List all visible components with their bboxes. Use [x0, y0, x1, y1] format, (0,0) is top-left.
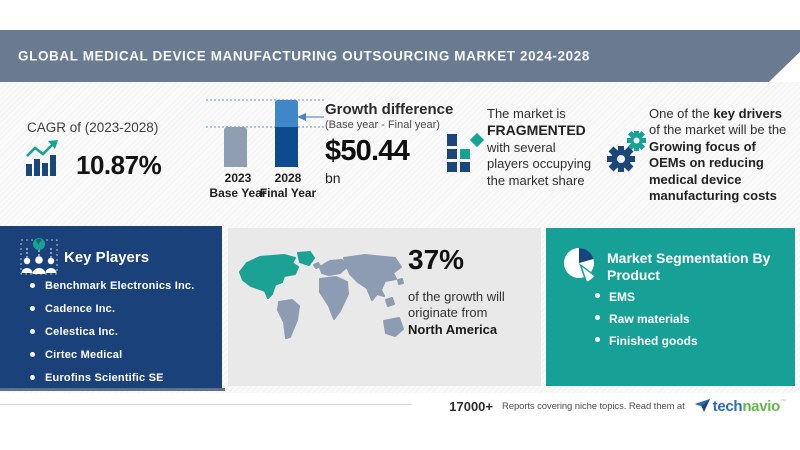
fragmented-highlight: FRAGMENTED	[487, 122, 586, 139]
growth-difference-value: $50.44	[325, 135, 410, 167]
technavio-arrow-icon	[694, 399, 710, 412]
region-text: of the growth will originate from North …	[408, 289, 505, 338]
region-value: 37%	[408, 244, 465, 275]
bar-2028-caption: Final Year	[259, 186, 317, 200]
fragmented-text: The market is FRAGMENTED with several pl…	[487, 106, 595, 189]
key-player-item: Benchmark Electronics Inc.	[30, 280, 194, 292]
growth-difference-block: Growth difference (Base year - Final yea…	[325, 101, 453, 186]
segmentation-list: EMS Raw materials Finished goods	[595, 290, 698, 356]
key-player-item: Celestica Inc.	[30, 326, 194, 338]
bar-2028	[275, 100, 298, 167]
technavio-logo: tech navio ™	[694, 397, 786, 415]
key-driver-text: One of the key drivers of the market wil…	[649, 106, 792, 204]
key-driver-b2: Growing focus of OEMs on reducing medica…	[649, 138, 777, 203]
cagr-value: 10.87%	[76, 150, 162, 180]
fragmented-pre: The market is	[487, 106, 566, 121]
fragmented-squares-icon	[447, 132, 485, 172]
region-name: North America	[408, 321, 498, 337]
segmentation-item: Raw materials	[595, 312, 698, 326]
brand-word-navio: navio	[742, 397, 780, 415]
region-line1: of the growth will	[408, 289, 505, 304]
bar-2028-label: 2028 Final Year	[246, 171, 330, 201]
header-bar: GLOBAL MEDICAL DEVICE MANUFACTURING OUTS…	[0, 30, 800, 82]
gridline-final-year	[206, 99, 324, 101]
cagr-label: CAGR of (2023-2028)	[27, 120, 159, 135]
growth-difference-title: Growth difference	[325, 101, 454, 118]
segmentation-title-line1: Market Segmentation By	[607, 250, 771, 266]
region-line2: originate from	[408, 305, 488, 321]
key-players-panel: Key Players Benchmark Electronics Inc. C…	[0, 226, 222, 388]
bar-2023-caption: Base Year	[209, 186, 267, 200]
segmentation-panel: Market Segmentation By Product EMS Raw m…	[546, 228, 795, 386]
segmentation-title: Market Segmentation By Product	[607, 250, 770, 283]
bar-2028-year: 2028	[274, 171, 302, 185]
segmentation-item: EMS	[595, 290, 698, 304]
stats-band: CAGR of (2023-2028) 10.87% 2023 Base Yea…	[0, 82, 800, 393]
segmentation-title-line2: Product	[607, 266, 660, 283]
pie-chart-icon	[562, 244, 600, 289]
brand-trademark: ™	[780, 398, 786, 405]
bar-growth-icon	[24, 140, 64, 181]
bar-2023-year: 2023	[224, 171, 252, 185]
key-driver-p1: One of the	[649, 106, 714, 121]
key-player-item: Cadence Inc.	[30, 303, 194, 315]
key-players-title: Key Players	[64, 249, 150, 266]
bar-2028-growth-segment	[275, 100, 298, 127]
key-player-item: Cirtec Medical	[30, 349, 194, 361]
region-panel: 37% of the growth will originate from No…	[228, 228, 541, 386]
key-players-list: Benchmark Electronics Inc. Cadence Inc. …	[30, 280, 194, 395]
gears-icon	[605, 130, 649, 181]
report-count: 17000+	[449, 398, 494, 414]
key-players-underbar	[0, 388, 225, 391]
brand-word-tech: tech	[712, 397, 743, 415]
footer-text: Reports covering niche topics. Read them…	[502, 400, 685, 412]
bar-2023	[224, 127, 247, 167]
fragmented-post: with several players occupying the marke…	[487, 140, 592, 188]
growth-difference-arrow-icon	[297, 109, 325, 127]
key-driver-p2: of the market will be the	[649, 122, 787, 138]
bar-2023-label: 2023 Base Year	[196, 171, 280, 201]
key-player-item: Eurofins Scientific SE	[30, 372, 194, 384]
region-stat-block: 37% of the growth will originate from No…	[408, 244, 505, 338]
gridline-base-year	[206, 126, 324, 128]
cagr-section: 10.87%	[24, 140, 162, 181]
segmentation-item: Finished goods	[595, 334, 698, 348]
key-players-people-icon	[16, 236, 62, 283]
world-map	[236, 250, 406, 361]
page-title: GLOBAL MEDICAL DEVICE MANUFACTURING OUTS…	[18, 48, 590, 64]
growth-difference-unit: bn	[325, 170, 341, 186]
growth-difference-subtitle: (Base year - Final year)	[325, 119, 440, 131]
footer: 17000+ Reports covering niche topics. Re…	[449, 397, 786, 415]
key-driver-b1: key drivers	[713, 106, 782, 121]
footer-divider	[0, 404, 412, 405]
